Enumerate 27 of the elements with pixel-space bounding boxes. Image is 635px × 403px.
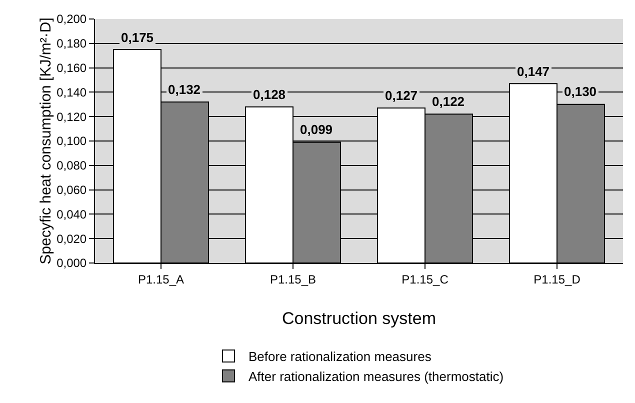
data-label: 0,175 (121, 30, 154, 45)
data-label: 0,132 (168, 82, 201, 97)
y-tick-label: 0,080 (56, 158, 87, 173)
x-axis-title: Construction system (282, 309, 436, 328)
y-tick-label: 0,160 (56, 61, 87, 75)
x-tick-label: P1.15_C (402, 272, 449, 286)
x-tick-label: P1.15_B (270, 272, 316, 286)
x-tick-label: P1.15_D (534, 272, 581, 286)
legend-label: Before rationalization measures (248, 349, 432, 364)
data-label: 0,147 (517, 64, 550, 79)
data-label: 0,099 (300, 122, 333, 137)
data-label: 0,127 (385, 88, 418, 103)
y-axis-title: Specyfic heat consumption [KJ/m²·D] (38, 18, 55, 264)
y-tick-label: 0,140 (56, 85, 87, 100)
data-label: 0,122 (432, 94, 465, 109)
legend-label: After rationalization measures (thermostatic) (248, 369, 504, 384)
y-tick-label: 0,060 (56, 183, 87, 197)
y-tick-label: 0,180 (56, 36, 87, 51)
x-tick-label: P1.15_A (138, 272, 184, 286)
y-tick-label: 0,200 (56, 12, 87, 26)
y-tick-label: 0,020 (56, 232, 87, 246)
data-label: 0,130 (564, 84, 597, 99)
data-label: 0,128 (253, 87, 286, 102)
y-tick-label: 0,000 (56, 256, 87, 270)
y-tick-label: 0,100 (56, 134, 87, 148)
y-tick-label: 0,120 (56, 110, 87, 124)
y-tick-label: 0,040 (56, 207, 87, 222)
